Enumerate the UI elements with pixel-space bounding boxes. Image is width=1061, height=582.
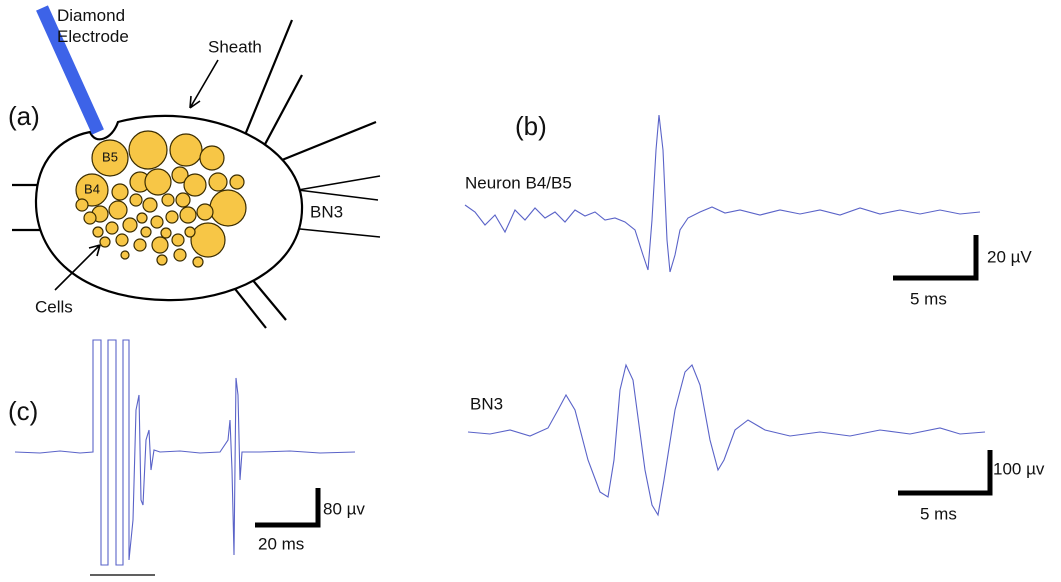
cells [75, 130, 247, 268]
nerve [262, 74, 303, 149]
arrow [54, 244, 101, 291]
nerve-bn3 [297, 175, 381, 201]
panel-label: (b) [515, 111, 547, 141]
panel-a: B5 B4 Diamond Electrode Sheath (a) BN3 Ce… [8, 5, 381, 329]
ganglion [34, 114, 304, 302]
scale-label: 5 ms [920, 504, 957, 523]
text-line: Electrode [57, 27, 129, 46]
nerve [289, 227, 381, 238]
electrode [36, 5, 104, 135]
trace [464, 114, 981, 273]
scale-label: 100 µv [993, 459, 1045, 478]
cell-label: B5 [102, 149, 118, 164]
nerve [243, 19, 294, 136]
electrode-label: Diamond Electrode [57, 6, 129, 46]
panel-label: (c) [8, 396, 38, 426]
scale-bar [255, 488, 321, 528]
nerve [281, 120, 377, 162]
nerve-label: BN3 [310, 202, 343, 221]
scale-label: 5 ms [910, 289, 947, 308]
arrow [189, 59, 219, 109]
panel-label: (a) [8, 101, 40, 131]
text-line: Diamond [57, 6, 125, 25]
scale-bar [898, 450, 993, 496]
trace-label: Neuron B4/B5 [465, 173, 572, 192]
trace-label: BN3 [470, 394, 503, 413]
sheath-label: Sheath [208, 37, 262, 56]
scale-bar [893, 235, 979, 281]
scale-label: 80 µv [323, 499, 365, 518]
panel-c: (c) 80 µv 20 ms [8, 339, 365, 576]
scale-label: 20 µV [987, 247, 1032, 266]
trace [14, 339, 356, 566]
trace [467, 363, 986, 517]
scale-label: 20 ms [258, 534, 304, 553]
cells-label: Cells [35, 297, 73, 316]
panel-b: (b) Neuron B4/B5 20 µV 5 ms BN3 100 µv 5… [464, 111, 1045, 523]
cell-label: B4 [84, 181, 100, 196]
